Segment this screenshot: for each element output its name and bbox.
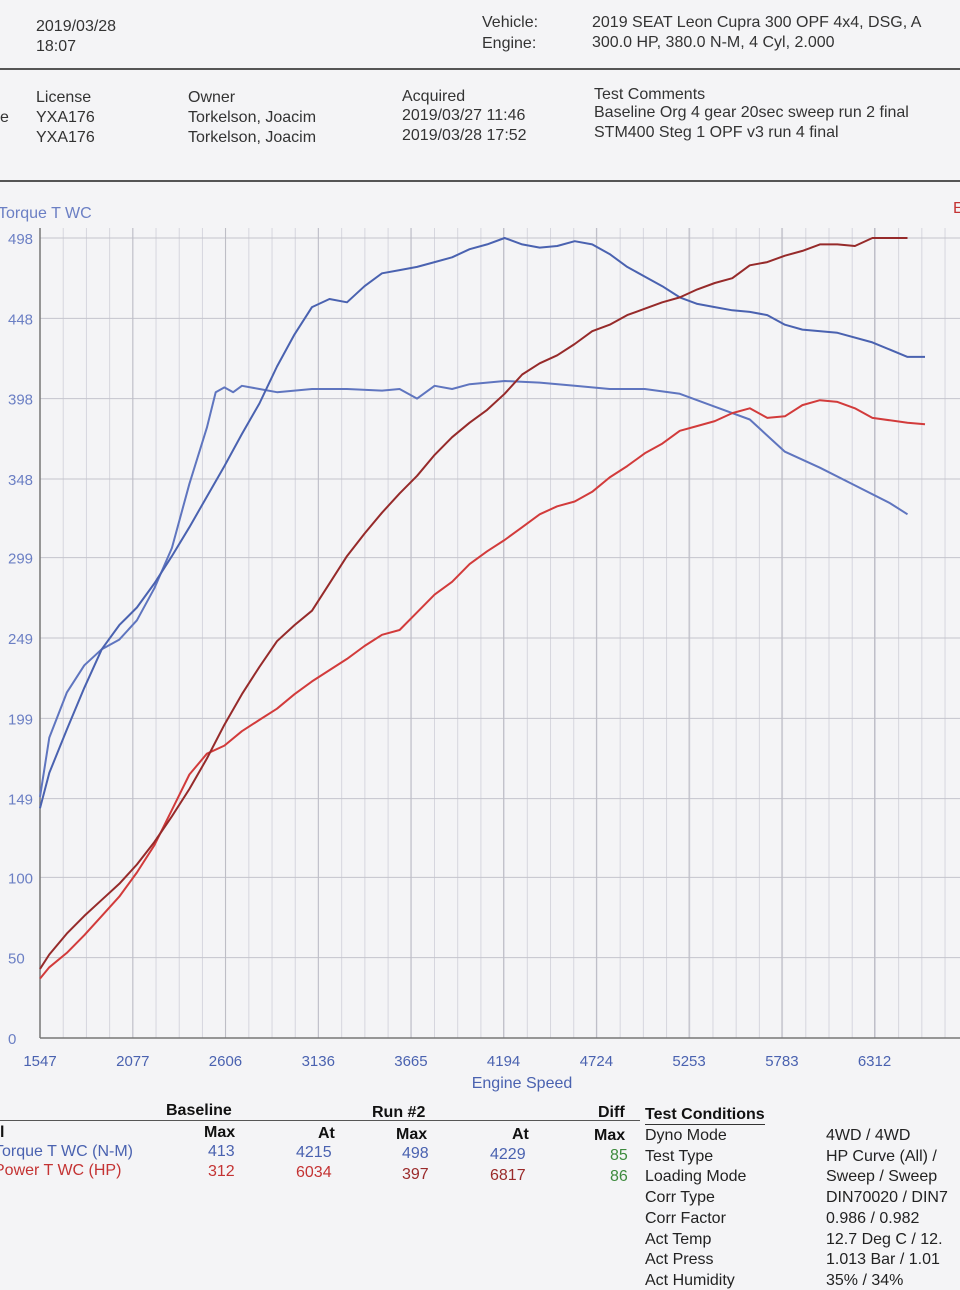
engine-value: 300.0 HP, 380.0 N-M, 4 Cyl, 2.000 [592, 34, 835, 51]
vehicle-label: Vehicle: [482, 14, 539, 31]
license-label: License [36, 89, 92, 106]
condition-value: DIN70020 / DIN7 [826, 1189, 948, 1207]
run1-acquired: 2019/03/27 11:46 [402, 107, 526, 124]
report-date: 2019/03/28 [36, 18, 117, 35]
x-tick-label: 2077 [116, 1053, 149, 1070]
run2-at-header: At [512, 1126, 529, 1143]
torque-baseline-max: 413 [208, 1143, 235, 1160]
condition-value: 0.986 / 0.982 [826, 1209, 920, 1227]
x-tick-label: 6312 [858, 1053, 891, 1070]
series-line-run2-power [39, 237, 908, 970]
left-edge-char: e [0, 109, 9, 126]
torque-run2-max: 498 [402, 1145, 429, 1162]
condition-value: 4WD / 4WD [826, 1127, 911, 1144]
power-baseline-max: 312 [208, 1163, 235, 1180]
run1-comment: Baseline Org 4 gear 20sec sweep run 2 fi… [594, 104, 909, 121]
right-axis-title: E [953, 200, 960, 217]
y-tick-label: 100 [8, 870, 33, 887]
power-row-name: Power T WC (HP) [0, 1162, 122, 1179]
y-tick-label: 249 [8, 631, 33, 648]
condition-value: 12.7 Deg C / 12. [826, 1230, 943, 1248]
report-time: 18:07 [36, 38, 77, 55]
power-baseline-at: 6034 [296, 1164, 332, 1181]
y-tick-labels: 0 50 100 149 199 249 299 348 398 448 498 [8, 231, 33, 1048]
x-tick-labels: 1547 2077 2606 3136 3665 4194 4724 5253 5783 6312 [23, 1053, 891, 1070]
y-tick-label: 50 [8, 951, 25, 968]
series-line-run2-torque [39, 237, 925, 809]
power-run2-max: 397 [402, 1166, 429, 1183]
condition-label: Act Humidity [645, 1271, 735, 1289]
x-tick-label: 1547 [23, 1053, 56, 1070]
x-tick-label: 2606 [209, 1053, 242, 1070]
torque-diff-max: 85 [610, 1147, 628, 1164]
condition-label: Act Temp [645, 1230, 712, 1248]
y-tick-label: 149 [8, 792, 33, 809]
condition-value: 35% / 34% [826, 1271, 904, 1289]
x-tick-label: 5783 [765, 1053, 798, 1070]
diff-max-header: Max [594, 1127, 626, 1144]
condition-label: Loading Mode [645, 1168, 747, 1186]
y-tick-label: 398 [8, 392, 33, 409]
condition-label: Test Type [645, 1147, 714, 1165]
run2-license: YXA176 [36, 129, 95, 146]
x-tick-label: 3136 [302, 1053, 335, 1070]
test-conditions-title: Test Conditions [645, 1106, 765, 1125]
x-tick-label: 4724 [580, 1053, 613, 1070]
run2-acquired: 2019/03/28 17:52 [402, 127, 527, 144]
torque-baseline-at: 4215 [296, 1144, 332, 1161]
run2-owner: Torkelson, Joacim [188, 129, 317, 146]
condition-label: Dyno Mode [645, 1127, 727, 1144]
x-tick-label: 5253 [672, 1053, 705, 1070]
y-tick-label: 448 [8, 311, 33, 328]
baseline-at-header: At [318, 1125, 335, 1142]
dyno-chart: Torque T WC E 0 50 100 149 199 249 299 348 398 44… [0, 200, 960, 1092]
row-header-char: l [0, 1124, 5, 1141]
left-axis-title: Torque T WC [0, 205, 92, 222]
engine-label: Engine: [482, 35, 537, 52]
condition-value: 1.013 Bar / 1.01 [826, 1251, 940, 1269]
vehicle-value: 2019 SEAT Leon Cupra 300 OPF 4x4, DSG, A [592, 14, 922, 31]
baseline-header: Baseline [166, 1102, 232, 1119]
owner-label: Owner [188, 89, 236, 106]
power-run2-at: 6817 [490, 1167, 526, 1184]
power-diff-max: 86 [610, 1168, 628, 1185]
x-tick-label: 4194 [487, 1053, 520, 1070]
y-tick-label: 0 [8, 1031, 16, 1048]
x-tick-label: 3665 [394, 1053, 427, 1070]
run2-max-header: Max [396, 1126, 428, 1143]
run1-owner: Torkelson, Joacim [188, 109, 317, 126]
condition-label: Corr Factor [645, 1209, 726, 1227]
baseline-max-header: Max [204, 1124, 236, 1141]
run1-license: YXA176 [36, 109, 95, 126]
diff-header: Diff [598, 1104, 625, 1121]
x-axis-title: Engine Speed [472, 1075, 573, 1092]
condition-value: Sweep / Sweep [826, 1168, 938, 1186]
torque-run2-at: 4229 [490, 1146, 526, 1163]
chart-grid [39, 228, 960, 1039]
table-divider [0, 1120, 640, 1121]
info-divider [0, 180, 960, 182]
condition-value: HP Curve (All) / [826, 1147, 937, 1165]
header-divider [0, 68, 960, 70]
run2-comment: STM400 Steg 1 OPF v3 run 4 final [594, 124, 839, 141]
run2-header: Run #2 [372, 1104, 426, 1121]
condition-label: Corr Type [645, 1189, 715, 1207]
series-line-baseline-power [39, 399, 926, 980]
acquired-label: Acquired [402, 88, 466, 105]
condition-label: Act Press [645, 1251, 714, 1269]
y-tick-label: 498 [8, 231, 33, 248]
comments-label: Test Comments [594, 86, 706, 103]
series-line-baseline-torque [39, 380, 909, 798]
y-tick-label: 199 [8, 711, 33, 728]
y-tick-label: 299 [8, 551, 33, 568]
torque-row-name: Torque T WC (N-M) [0, 1143, 133, 1160]
chart-series [39, 237, 926, 980]
y-tick-label: 348 [8, 472, 33, 489]
